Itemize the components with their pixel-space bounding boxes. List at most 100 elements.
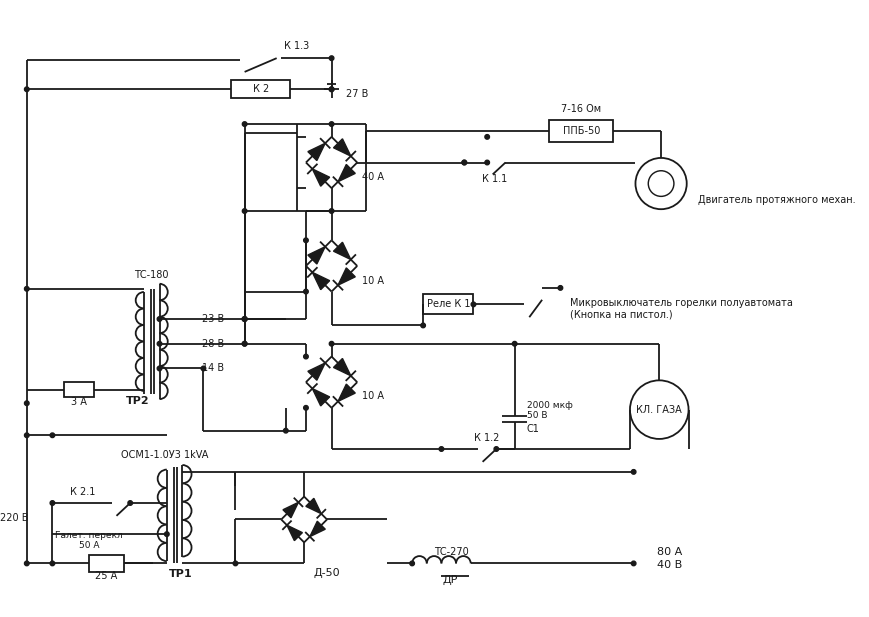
Circle shape [242,317,247,321]
Polygon shape [312,272,329,289]
Polygon shape [338,268,355,285]
Polygon shape [334,242,351,260]
Circle shape [303,354,308,359]
Circle shape [329,341,334,346]
Circle shape [242,317,247,321]
Text: 3 А: 3 А [71,397,87,407]
Circle shape [329,87,334,91]
Circle shape [303,289,308,294]
Circle shape [157,341,162,346]
Bar [423,294,474,315]
Circle shape [439,447,444,451]
Circle shape [24,286,29,291]
Text: С1: С1 [527,424,540,434]
Text: 25 А: 25 А [96,571,117,581]
Circle shape [24,561,29,566]
Circle shape [303,405,308,410]
Polygon shape [308,247,325,264]
Bar [549,120,614,143]
Polygon shape [312,169,329,186]
Text: 40 А: 40 А [362,172,384,182]
Circle shape [329,56,334,60]
Circle shape [157,317,162,321]
Polygon shape [310,521,325,537]
Text: 7-16 Ом: 7-16 Ом [561,104,601,114]
Text: Галет. перекл
50 А: Галет. перекл 50 А [55,531,123,550]
Polygon shape [334,139,351,156]
Circle shape [485,160,489,165]
Circle shape [471,302,475,307]
Polygon shape [306,499,322,514]
Circle shape [24,401,29,405]
Circle shape [410,561,415,566]
Polygon shape [312,389,329,406]
Bar [64,382,94,397]
Circle shape [303,238,308,242]
Polygon shape [308,143,325,160]
Circle shape [632,561,636,566]
Text: 220 В: 220 В [0,513,28,523]
Circle shape [242,122,247,126]
Circle shape [329,122,334,126]
Text: ТР2: ТР2 [126,396,149,407]
Circle shape [128,501,132,505]
Circle shape [558,286,563,290]
Text: 80 А: 80 А [656,547,682,557]
Bar [89,555,123,572]
Polygon shape [338,384,355,402]
Text: 10 А: 10 А [362,276,384,286]
Circle shape [462,160,467,165]
Text: 23 В: 23 В [202,314,224,324]
Circle shape [24,87,29,91]
Text: К 2.1: К 2.1 [70,487,96,497]
Circle shape [462,160,467,165]
Circle shape [242,317,247,321]
Circle shape [329,87,334,91]
Circle shape [157,366,162,371]
Text: 10 А: 10 А [362,391,384,401]
Polygon shape [308,363,325,380]
Text: К 2: К 2 [253,85,269,94]
Text: 14 В: 14 В [202,363,223,373]
Circle shape [50,433,55,437]
Circle shape [242,341,247,346]
Circle shape [329,209,334,213]
Text: К 1.2: К 1.2 [474,433,500,443]
Polygon shape [338,164,355,182]
Polygon shape [334,358,351,376]
Text: К 1.1: К 1.1 [482,174,507,184]
Circle shape [485,135,489,139]
Bar [231,80,290,99]
Polygon shape [283,502,298,518]
Text: 28 В: 28 В [202,339,224,349]
Circle shape [494,447,499,451]
Circle shape [50,561,55,566]
Text: КЛ. ГАЗА: КЛ. ГАЗА [636,405,682,415]
Circle shape [283,428,289,433]
Text: Двигатель протяжного механ.: Двигатель протяжного механ. [698,195,855,205]
Circle shape [164,532,169,536]
Text: ДР: ДР [443,575,458,585]
Circle shape [24,433,29,437]
Text: Д-50: Д-50 [314,568,341,578]
Circle shape [50,501,55,505]
Text: К 1.3: К 1.3 [284,41,309,51]
Text: ТС-270: ТС-270 [434,547,469,557]
Text: 2000 мкф
50 В: 2000 мкф 50 В [527,401,573,420]
Text: ТР1: ТР1 [169,569,192,579]
Text: 27 В: 27 В [346,89,368,99]
Text: ОСМ1-1.0У3 1kVA: ОСМ1-1.0У3 1kVA [122,450,209,460]
Text: ТС-180: ТС-180 [134,270,169,280]
Text: ППБ-50: ППБ-50 [563,126,600,136]
Circle shape [632,470,636,474]
Circle shape [233,561,238,566]
Circle shape [513,341,517,346]
Circle shape [242,209,247,213]
Text: Реле К 1: Реле К 1 [427,299,470,309]
Circle shape [242,341,247,346]
Circle shape [201,366,206,371]
Polygon shape [287,525,302,540]
Text: Микровыключатель горелки полуавтомата
(Кнопка на пистол.): Микровыключатель горелки полуавтомата (К… [569,298,793,320]
Circle shape [421,323,426,328]
Text: 40 В: 40 В [656,560,682,570]
